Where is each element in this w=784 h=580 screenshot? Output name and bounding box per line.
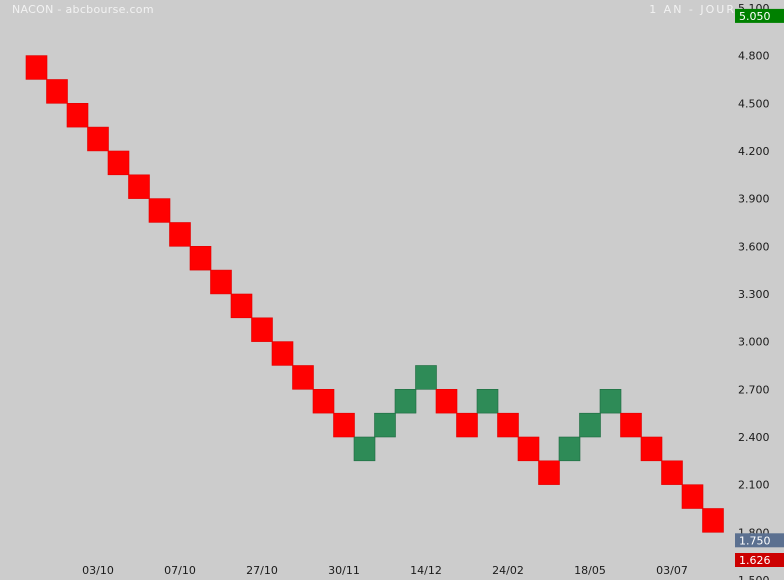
y-tick-label: 3.000 — [738, 336, 770, 349]
renko-brick-up — [415, 365, 437, 390]
x-tick-label: 03/07 — [656, 564, 688, 577]
renko-brick-down — [702, 508, 724, 533]
renko-brick-down — [538, 460, 560, 485]
renko-brick-down — [312, 388, 335, 414]
renko-brick-down — [251, 317, 273, 342]
renko-brick-down — [128, 174, 150, 199]
y-tick-label: 3.300 — [738, 288, 770, 301]
price-badge: 1.750 — [735, 533, 784, 548]
renko-brick-up — [374, 412, 396, 438]
renko-brick-up — [394, 388, 417, 414]
renko-brick-down — [292, 365, 314, 390]
renko-brick-down — [66, 103, 89, 128]
price-badge-label: 5.050 — [739, 10, 771, 23]
y-tick-label: 2.400 — [738, 431, 770, 444]
renko-brick-down — [189, 246, 212, 271]
renko-brick-up — [353, 436, 376, 462]
renko-brick-down — [210, 269, 232, 295]
renko-brick-down — [87, 126, 109, 152]
x-tick-label: 03/10 — [82, 564, 114, 577]
renko-brick-down — [25, 55, 48, 80]
x-tick-label: 18/05 — [574, 564, 606, 577]
price-badge-bg — [735, 8, 784, 23]
renko-brick-down — [681, 484, 704, 509]
x-axis: 03/10 07/10 27/10 30/11 14/12 24/02 18/05 03/07 — [82, 564, 688, 577]
renko-brick-down — [169, 222, 191, 247]
bricks-layer — [25, 55, 724, 533]
renko-brick-down — [620, 412, 642, 438]
y-tick-label: 4.200 — [738, 145, 770, 158]
renko-brick-down — [230, 293, 253, 319]
price-badge: 5.050 — [735, 8, 784, 23]
price-badge-bg — [735, 553, 784, 567]
renko-brick-down — [333, 412, 355, 438]
chart-title: NACON - abcbourse.com — [12, 3, 154, 16]
y-tick-label: 4.500 — [738, 97, 770, 110]
renko-brick-up — [476, 388, 499, 414]
x-tick-label: 14/12 — [410, 564, 442, 577]
renko-brick-down — [497, 412, 519, 438]
renko-brick-down — [271, 341, 294, 366]
chart-period: 1 AN - JOUR — [649, 3, 736, 16]
y-tick-label: 2.700 — [738, 383, 770, 396]
renko-brick-up — [579, 412, 601, 438]
renko-brick-down — [456, 412, 478, 438]
renko-brick-down — [435, 388, 458, 414]
renko-brick-down — [107, 150, 130, 176]
renko-brick-up — [558, 436, 581, 462]
price-badges: 5.050 1.750 1.626 — [735, 8, 784, 567]
y-tick-label: 2.100 — [738, 479, 770, 492]
x-tick-label: 24/02 — [492, 564, 524, 577]
price-badge: 1.626 — [735, 553, 784, 567]
x-tick-label: 27/10 — [246, 564, 278, 577]
x-tick-label: 07/10 — [164, 564, 196, 577]
y-tick-label: 3.600 — [738, 240, 770, 253]
x-tick-label: 30/11 — [328, 564, 360, 577]
renko-brick-down — [46, 79, 68, 104]
renko-brick-down — [661, 460, 683, 485]
renko-brick-up — [599, 388, 622, 414]
renko-brick-down — [640, 436, 663, 462]
y-tick-label: 3.900 — [738, 193, 770, 206]
y-tick-label: 1.500 — [738, 574, 770, 580]
renko-brick-down — [517, 436, 540, 462]
price-badge-bg — [735, 533, 784, 548]
y-tick-label: 4.800 — [738, 50, 770, 63]
price-badge-label: 1.750 — [739, 534, 771, 547]
y-axis: 5.1004.8004.5004.2003.9003.6003.3003.000… — [738, 2, 770, 580]
price-badge-label: 1.626 — [739, 554, 771, 567]
renko-brick-down — [148, 198, 171, 223]
